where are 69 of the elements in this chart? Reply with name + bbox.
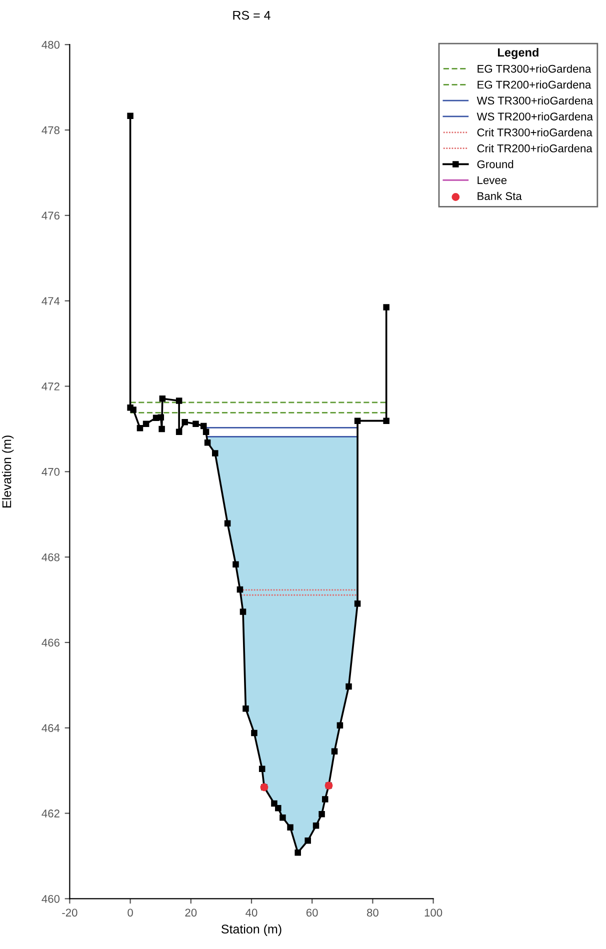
point [354, 600, 361, 607]
point [232, 561, 239, 568]
point [176, 428, 182, 436]
legend-label: EG TR300+rioGardena [478, 64, 592, 73]
chart-title: RS = 4 [233, 10, 270, 20]
point [312, 822, 320, 829]
point [287, 824, 294, 831]
x-tick-label: 60 [306, 908, 318, 917]
x-axis-title: Station (m) [221, 924, 282, 936]
point [224, 520, 231, 526]
point [275, 805, 282, 812]
point [204, 439, 211, 446]
point [236, 586, 244, 593]
point [127, 112, 134, 120]
legend-label: Crit TR300+rioGardena [477, 128, 592, 136]
y-tick-label: 468 [42, 553, 60, 562]
x-tick-label: 100 [424, 908, 442, 917]
legend-label: Crit TR200+rioGardena [477, 144, 592, 152]
y-tick-label: 462 [42, 810, 60, 818]
y-tick-label: 464 [42, 724, 60, 732]
y-tick-label: 466 [42, 638, 60, 647]
point [280, 814, 286, 821]
point [346, 683, 352, 690]
legend-label: EG TR200+rioGardena [478, 80, 592, 89]
y-tick-label: 478 [42, 126, 60, 134]
point [158, 414, 164, 421]
legend-label: Ground [477, 160, 514, 168]
y-tick-label: 472 [42, 382, 60, 390]
legend-label: WS TR200+rioGardena [476, 112, 593, 120]
point [159, 396, 166, 402]
point [192, 420, 199, 427]
point [142, 420, 150, 427]
point [304, 838, 311, 844]
legend-title: Legend [498, 48, 538, 60]
point [130, 406, 136, 413]
point [212, 450, 218, 456]
point [182, 418, 188, 426]
y-tick-label: 480 [42, 40, 60, 49]
x-tick-label: 40 [246, 908, 258, 917]
point [354, 418, 361, 424]
point [336, 722, 344, 728]
point [251, 730, 258, 736]
point [158, 426, 165, 432]
x-tick-label: 80 [366, 908, 378, 917]
point [318, 811, 325, 818]
legend-label: Levee [478, 176, 507, 184]
point [240, 608, 246, 615]
point [294, 849, 301, 856]
legend-label: WS TR300+rioGardena [476, 96, 593, 105]
x-tick-label: 0 [128, 908, 133, 917]
point [383, 304, 390, 310]
y-tick-label: 476 [42, 212, 60, 220]
point [383, 418, 390, 424]
point [176, 398, 182, 404]
point [200, 422, 207, 430]
point [136, 424, 144, 432]
point [242, 706, 249, 712]
legend-label: Bank Sta [478, 192, 522, 200]
y-tick-label: 474 [42, 297, 60, 305]
x-tick-label: -20 [62, 908, 78, 917]
y-axis-title: Elevation (m) [2, 436, 14, 508]
y-tick-label: 460 [42, 894, 60, 903]
y-tick-label: 470 [42, 468, 60, 476]
point [331, 748, 338, 754]
point [258, 766, 266, 772]
x-tick-label: 20 [185, 908, 197, 917]
point [322, 796, 328, 802]
point [271, 800, 278, 807]
point [202, 428, 210, 436]
